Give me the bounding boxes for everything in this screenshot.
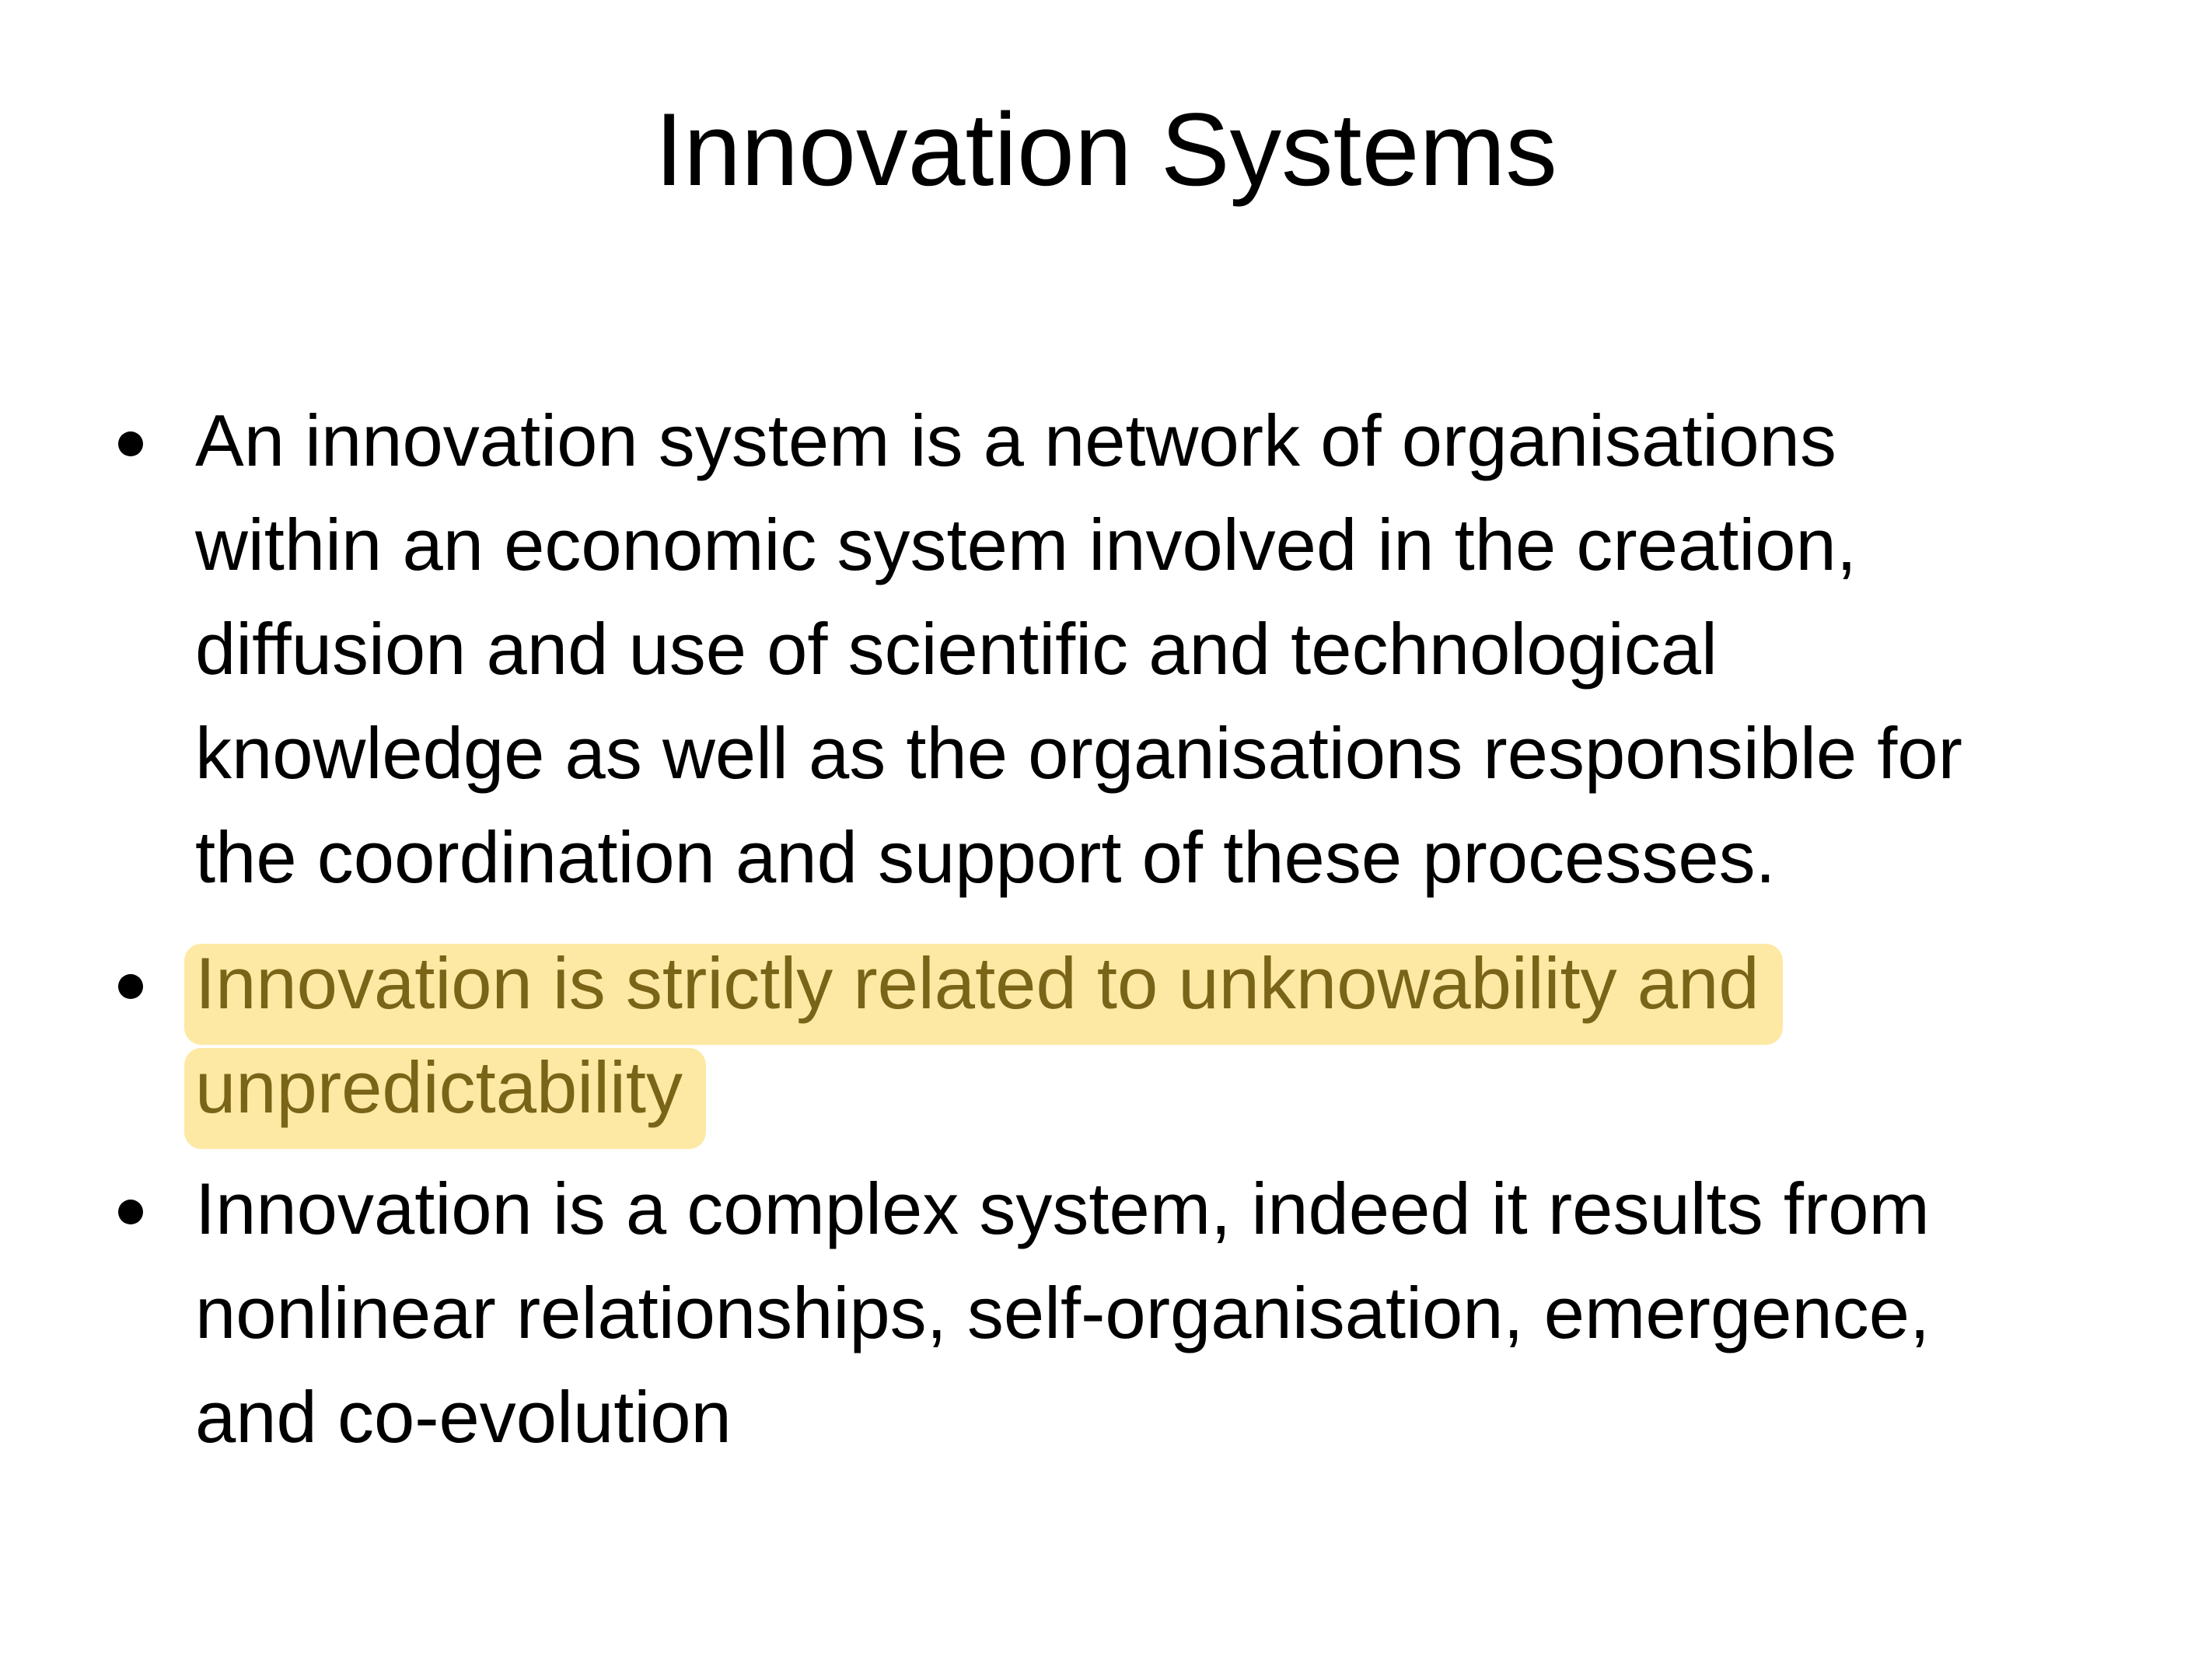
bullet-dot-icon [118, 431, 143, 456]
bullet-text: An innovation system is a network of org… [195, 389, 2108, 910]
bullet-line: unpredictability [195, 1036, 2108, 1140]
bullet-line: the coordination and support of these pr… [195, 805, 2108, 910]
highlighted-text: Innovation is strictly related to unknow… [195, 942, 1759, 1024]
highlighted-text: unpredictability [195, 1046, 683, 1128]
bullet-dot-icon [118, 974, 143, 999]
bullet-line: Innovation is a complex system, indeed i… [195, 1157, 2108, 1261]
highlight-mark: Innovation is strictly related to unknow… [195, 931, 1759, 1036]
highlight-mark: unpredictability [195, 1036, 683, 1140]
bullet-line: within an economic system involved in th… [195, 493, 2108, 597]
bullet-text: Innovation is strictly related to unknow… [195, 931, 2108, 1140]
bullet-line: An innovation system is a network of org… [195, 389, 2108, 493]
bullet-line: Innovation is strictly related to unknow… [195, 931, 2108, 1036]
bullet-line: diffusion and use of scientific and tech… [195, 597, 2108, 701]
bullet-line: knowledge as well as the organisations r… [195, 701, 2108, 805]
bullet-text: Innovation is a complex system, indeed i… [195, 1157, 2108, 1469]
bullet-line: nonlinear relationships, self-organisati… [195, 1261, 2108, 1365]
bullet-line: and co-evolution [195, 1365, 2108, 1469]
bullet-dot-icon [118, 1200, 143, 1224]
